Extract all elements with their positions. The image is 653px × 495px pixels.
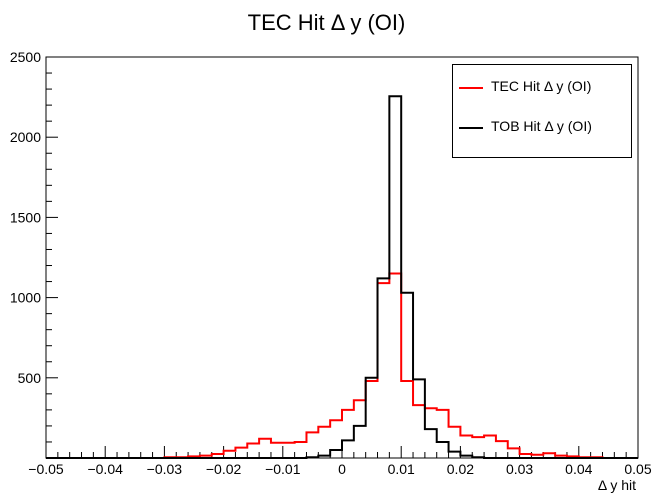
chart-title: TEC Hit Δ y (OI) [247, 10, 406, 35]
y-tick-label: 1500 [10, 209, 41, 225]
legend-label-tec: TEC Hit Δ y (OI) [491, 78, 592, 94]
x-tick-label: −0.01 [265, 461, 301, 477]
x-tick-label: −0.04 [87, 461, 123, 477]
series-group [46, 95, 638, 459]
legend-label-tob: TOB Hit Δ y (OI) [491, 118, 592, 134]
y-tick-label: 1000 [10, 290, 41, 306]
legend: TEC Hit Δ y (OI) TOB Hit Δ y (OI) [452, 64, 632, 158]
legend-item-tec: TEC Hit Δ y (OI) [453, 77, 631, 97]
x-tick-label: −0.03 [147, 461, 183, 477]
y-axis: 500 1000 1500 2000 2500 [10, 49, 58, 443]
x-tick-label: 0.05 [624, 461, 651, 477]
x-tick-label: −0.05 [28, 461, 64, 477]
legend-swatch-tec [459, 87, 483, 89]
y-tick-label: 500 [18, 370, 42, 386]
legend-item-tob: TOB Hit Δ y (OI) [453, 117, 631, 137]
tec-histogram-line [46, 272, 638, 459]
x-tick-label: 0.01 [388, 461, 415, 477]
x-tick-label: −0.02 [206, 461, 242, 477]
x-axis-label: Δ y hit [598, 477, 636, 493]
x-tick-label: 0.03 [506, 461, 533, 477]
x-tick-label: 0.04 [565, 461, 592, 477]
x-axis: −0.05 −0.04 −0.03 −0.02 −0.01 0 0.01 0.02 0.03 0.… [28, 446, 652, 477]
legend-swatch-tob [459, 127, 483, 129]
tob-histogram-line [46, 95, 638, 459]
x-tick-label: 0 [338, 461, 346, 477]
y-tick-label: 2500 [10, 49, 41, 65]
x-tick-label: 0.02 [447, 461, 474, 477]
y-tick-label: 2000 [10, 129, 41, 145]
